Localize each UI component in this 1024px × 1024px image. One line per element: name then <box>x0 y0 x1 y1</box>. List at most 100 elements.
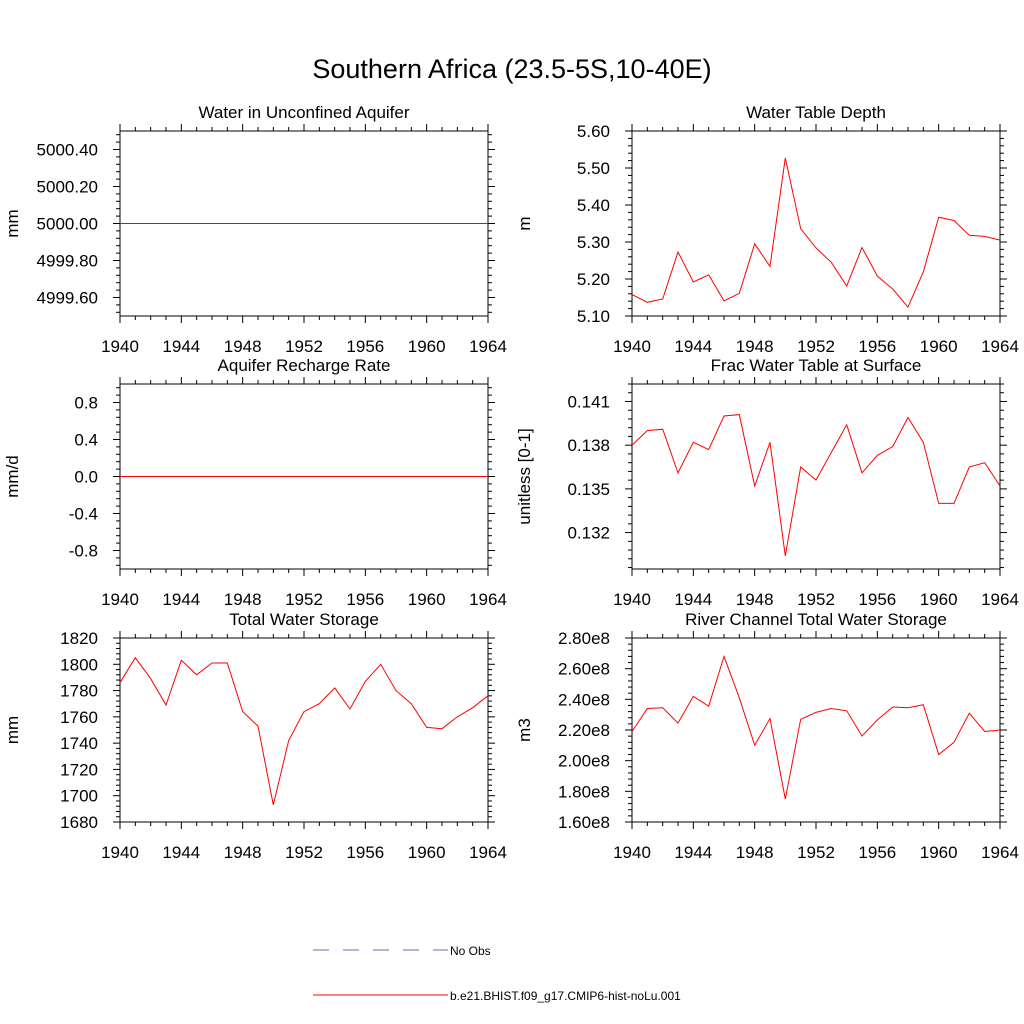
x-tick-label: 1940 <box>101 590 139 609</box>
series-line <box>631 157 1001 309</box>
y-tick-label: 2.80e8 <box>558 629 610 648</box>
x-tick-label: 1956 <box>346 337 384 356</box>
y-tick-label: 1.80e8 <box>558 782 610 801</box>
x-tick-label: 1952 <box>797 843 835 862</box>
chart-title: Aquifer Recharge Rate <box>218 356 391 375</box>
x-tick-label: 1964 <box>981 337 1019 356</box>
x-tick-label: 1960 <box>920 337 958 356</box>
x-tick-label: 1952 <box>285 843 323 862</box>
y-tick-label: 1700 <box>60 787 98 806</box>
y-tick-label: 0.132 <box>567 524 610 543</box>
x-tick-label: 1956 <box>858 843 896 862</box>
y-tick-label: 0.141 <box>567 392 610 411</box>
x-tick-label: 1964 <box>981 590 1019 609</box>
y-tick-label: 5.20 <box>577 270 610 289</box>
y-axis-label: mm <box>3 716 22 744</box>
legend-label-model: b.e21.BHIST.f09_g17.CMIP6-hist-noLu.001 <box>450 989 681 1003</box>
x-tick-label: 1940 <box>101 337 139 356</box>
x-tick-label: 1952 <box>285 337 323 356</box>
x-tick-label: 1948 <box>736 590 774 609</box>
y-tick-label: 0.138 <box>567 436 610 455</box>
y-axis-label: m3 <box>515 718 534 742</box>
y-tick-label: 1.60e8 <box>558 813 610 832</box>
y-tick-label: 4999.80 <box>37 252 98 271</box>
y-tick-label: 1820 <box>60 629 98 648</box>
x-tick-label: 1944 <box>674 590 712 609</box>
y-tick-label: 0.0 <box>74 468 98 487</box>
x-tick-label: 1964 <box>469 337 507 356</box>
plot-frame <box>119 637 489 823</box>
y-axis-label: unitless [0-1] <box>515 428 534 524</box>
y-tick-label: 1740 <box>60 734 98 753</box>
y-tick-label: 0.4 <box>74 431 98 450</box>
x-tick-label: 1944 <box>162 590 200 609</box>
x-tick-label: 1960 <box>920 843 958 862</box>
y-tick-label: 1780 <box>60 682 98 701</box>
y-axis-label: m <box>515 216 534 230</box>
y-tick-label: 1760 <box>60 708 98 727</box>
x-tick-label: 1940 <box>613 590 651 609</box>
series-line <box>631 654 1001 800</box>
y-tick-label: -0.4 <box>69 505 98 524</box>
x-tick-label: 1960 <box>408 590 446 609</box>
x-tick-label: 1960 <box>408 843 446 862</box>
chart-frac-water-table-surface: Frac Water Table at Surface unitless [0-1… <box>515 356 1019 609</box>
y-axis-label: mm <box>3 209 22 237</box>
y-tick-label: 5.60 <box>577 122 610 141</box>
series-line <box>119 656 489 806</box>
y-axis-label: mm/d <box>3 455 22 498</box>
y-tick-label: 2.60e8 <box>558 660 610 679</box>
chart-title: Water in Unconfined Aquifer <box>198 103 409 122</box>
x-tick-label: 1944 <box>162 843 200 862</box>
plot-frame <box>631 383 1001 570</box>
x-tick-label: 1948 <box>736 337 774 356</box>
y-tick-label: 5.10 <box>577 307 610 326</box>
legend-label-no-obs: No Obs <box>450 944 491 958</box>
x-tick-label: 1940 <box>613 337 651 356</box>
page-title: Southern Africa (23.5-5S,10-40E) <box>312 54 712 84</box>
x-tick-label: 1964 <box>469 843 507 862</box>
x-tick-label: 1956 <box>858 590 896 609</box>
y-tick-label: 5.40 <box>577 196 610 215</box>
x-tick-label: 1940 <box>101 843 139 862</box>
x-tick-label: 1956 <box>346 843 384 862</box>
x-tick-label: 1948 <box>736 843 774 862</box>
x-tick-label: 1960 <box>920 590 958 609</box>
x-tick-label: 1944 <box>674 843 712 862</box>
y-tick-label: 4999.60 <box>37 289 98 308</box>
chart-water-table-depth: Water Table Depth m 1940 1944 1948 1952 1956 19… <box>515 103 1019 356</box>
x-tick-label: 1948 <box>224 337 262 356</box>
chart-title: Water Table Depth <box>746 103 886 122</box>
chart-title: Total Water Storage <box>229 610 379 629</box>
chart-title: River Channel Total Water Storage <box>685 610 947 629</box>
y-tick-label: 1680 <box>60 813 98 832</box>
plot-frame <box>631 130 1001 317</box>
chart-aquifer-recharge-rate: Aquifer Recharge Rate mm/d 1940 1944 1948 195… <box>3 356 507 609</box>
y-tick-label: 2.00e8 <box>558 752 610 771</box>
x-tick-label: 1944 <box>674 337 712 356</box>
y-tick-label: 5000.40 <box>37 141 98 160</box>
x-tick-label: 1952 <box>797 590 835 609</box>
y-tick-label: 5.50 <box>577 159 610 178</box>
x-tick-label: 1960 <box>408 337 446 356</box>
x-tick-label: 1956 <box>858 337 896 356</box>
legend: No Obs b.e21.BHIST.f09_g17.CMIP6-hist-noL… <box>313 944 681 1003</box>
y-tick-label: 0.8 <box>74 394 98 413</box>
y-tick-label: 5.30 <box>577 233 610 252</box>
plot-frame <box>631 637 1001 823</box>
x-tick-label: 1964 <box>469 590 507 609</box>
x-tick-label: 1940 <box>613 843 651 862</box>
x-tick-label: 1948 <box>224 843 262 862</box>
x-tick-label: 1948 <box>224 590 262 609</box>
y-tick-label: 5000.20 <box>37 178 98 197</box>
x-tick-label: 1964 <box>981 843 1019 862</box>
y-tick-label: 2.20e8 <box>558 721 610 740</box>
series-line <box>631 414 1001 556</box>
y-tick-label: 5000.00 <box>37 215 98 234</box>
x-tick-label: 1952 <box>797 337 835 356</box>
chart-title: Frac Water Table at Surface <box>711 356 922 375</box>
y-tick-label: 2.40e8 <box>558 690 610 709</box>
y-tick-label: -0.8 <box>69 542 98 561</box>
